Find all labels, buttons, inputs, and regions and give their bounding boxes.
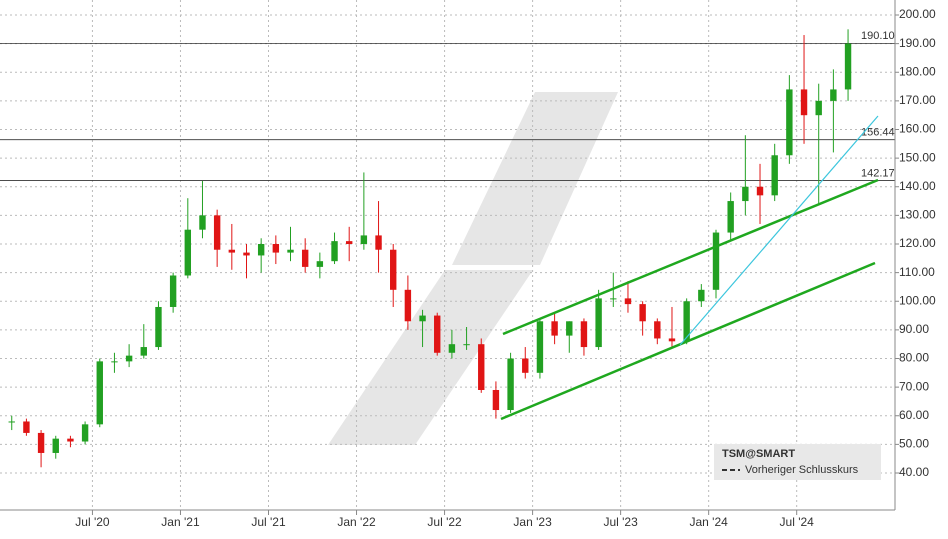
candle-body — [654, 321, 661, 339]
y-tick-label: 90.00 — [899, 322, 929, 336]
candle-body — [580, 321, 588, 348]
watermark — [452, 92, 618, 265]
x-tick-label: Jan '22 — [337, 515, 376, 529]
candle-body — [287, 249, 294, 253]
x-tick-label: Jul '21 — [251, 515, 286, 529]
candle-body — [96, 361, 103, 425]
trend-line — [502, 178, 879, 336]
x-tick-label: Jan '24 — [689, 515, 728, 529]
y-tick-label: 190.00 — [899, 36, 936, 50]
candle-body — [155, 306, 162, 348]
y-tick-label: 130.00 — [899, 208, 936, 222]
x-tick-label: Jan '23 — [513, 515, 552, 529]
y-tick-label: 170.00 — [899, 93, 936, 107]
candle-body — [448, 344, 456, 353]
y-tick-label: 40.00 — [899, 465, 929, 479]
y-tick-label: 60.00 — [899, 408, 929, 422]
level-label: 156.44 — [861, 127, 895, 139]
candle-body — [228, 249, 236, 253]
y-tick-label: 150.00 — [899, 150, 936, 164]
y-tick-label: 80.00 — [899, 351, 929, 365]
x-tick-label: Jan '21 — [161, 515, 200, 529]
candle-body — [698, 289, 705, 302]
candle-body — [683, 301, 690, 342]
x-tick-label: Jul '22 — [427, 515, 462, 529]
candle-body — [404, 289, 412, 322]
candle-body — [786, 89, 793, 156]
trend-line — [500, 261, 876, 421]
candle-body — [345, 241, 353, 244]
candle-body — [463, 344, 470, 346]
candle-body — [668, 338, 676, 342]
candle-body — [771, 155, 778, 196]
y-tick-label: 50.00 — [899, 437, 929, 451]
candle-body — [8, 421, 15, 423]
candle-body — [125, 355, 133, 362]
candle-body — [478, 344, 485, 390]
y-tick-label: 200.00 — [899, 7, 936, 21]
candle-body — [830, 89, 837, 101]
candle-body — [81, 424, 89, 442]
legend-title: TSM@SMART — [722, 448, 795, 460]
candle-body — [111, 361, 118, 363]
candle-body — [169, 275, 177, 307]
candle-body — [800, 89, 808, 116]
y-tick-label: 100.00 — [899, 293, 936, 307]
candle-body — [712, 232, 720, 290]
trend-line — [679, 115, 879, 346]
candle-body — [507, 358, 514, 411]
y-tick-label: 120.00 — [899, 236, 936, 250]
y-tick-label: 160.00 — [899, 122, 936, 136]
candle-body — [199, 215, 206, 230]
candle-body — [419, 315, 426, 322]
candle-body — [272, 244, 280, 253]
x-tick-label: Jul '23 — [603, 515, 638, 529]
candle-body — [610, 298, 617, 300]
y-tick-label: 140.00 — [899, 179, 936, 193]
candle-body — [434, 315, 441, 353]
candle-body — [844, 43, 852, 90]
candle-body — [301, 249, 309, 267]
candle-body — [815, 100, 822, 116]
legend-label: Vorheriger Schlusskurs — [745, 464, 859, 476]
candle-body — [213, 215, 221, 250]
candle-body — [140, 347, 147, 356]
candle-body — [37, 432, 45, 453]
candle-body — [639, 304, 646, 322]
candle-body — [742, 186, 749, 202]
candle-body — [52, 438, 59, 453]
legend: TSM@SMART Vorheriger Schlusskurs — [714, 444, 881, 480]
level-label: 190.10 — [861, 30, 895, 42]
x-tick-label: Jul '20 — [75, 515, 110, 529]
y-tick-label: 180.00 — [899, 64, 936, 78]
y-tick-label: 110.00 — [899, 265, 935, 279]
candle-body — [331, 241, 338, 262]
candle-body — [257, 244, 265, 256]
y-tick-label: 70.00 — [899, 379, 929, 393]
candle-body — [595, 298, 602, 348]
candle-body — [522, 358, 529, 373]
candle-body — [566, 321, 573, 336]
legend-box — [714, 444, 881, 480]
watermark — [328, 270, 533, 445]
candle-body — [184, 229, 192, 276]
candle-body — [390, 249, 397, 290]
candle-body — [551, 321, 558, 336]
x-tick-label: Jul '24 — [780, 515, 815, 529]
candle-body — [360, 235, 368, 244]
candle-body — [624, 298, 632, 305]
candle-body — [536, 321, 544, 373]
candle-body — [23, 421, 30, 433]
level-label: 142.17 — [861, 167, 895, 179]
candle-body — [243, 252, 250, 256]
candle-body — [316, 261, 324, 267]
candle-body — [492, 389, 500, 411]
candle-body — [67, 438, 74, 442]
candle-body — [756, 186, 764, 196]
candle-body — [375, 235, 382, 250]
candle-body — [727, 201, 734, 233]
